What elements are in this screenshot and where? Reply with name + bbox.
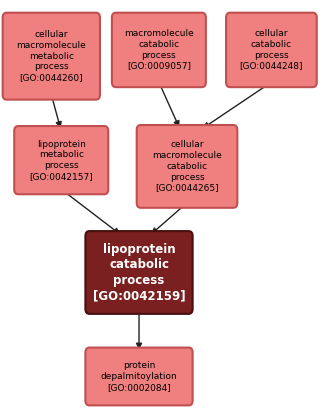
FancyBboxPatch shape [226, 12, 317, 87]
Text: macromolecule
catabolic
process
[GO:0009057]: macromolecule catabolic process [GO:0009… [124, 29, 194, 71]
Text: cellular
catabolic
process
[GO:0044248]: cellular catabolic process [GO:0044248] [240, 29, 303, 71]
FancyBboxPatch shape [3, 13, 100, 99]
Text: lipoprotein
catabolic
process
[GO:0042159]: lipoprotein catabolic process [GO:004215… [93, 243, 185, 302]
FancyBboxPatch shape [14, 126, 108, 194]
Text: cellular
macromolecule
catabolic
process
[GO:0044265]: cellular macromolecule catabolic process… [152, 140, 222, 192]
FancyBboxPatch shape [85, 348, 193, 405]
Text: cellular
macromolecule
metabolic
process
[GO:0044260]: cellular macromolecule metabolic process… [17, 30, 86, 82]
FancyBboxPatch shape [85, 231, 193, 314]
FancyBboxPatch shape [112, 12, 206, 87]
Text: protein
depalmitoylation
[GO:0002084]: protein depalmitoylation [GO:0002084] [101, 361, 177, 392]
Text: lipoprotein
metabolic
process
[GO:0042157]: lipoprotein metabolic process [GO:004215… [29, 139, 93, 181]
FancyBboxPatch shape [137, 125, 237, 208]
